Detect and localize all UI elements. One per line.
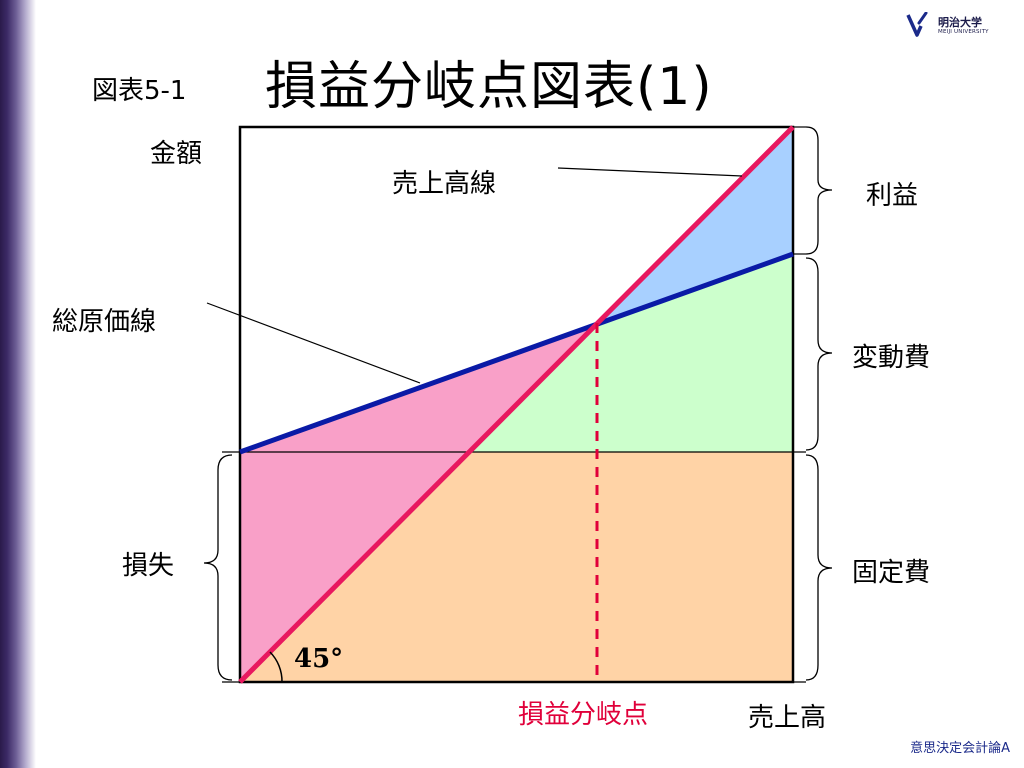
logo-mark-icon — [906, 12, 928, 37]
figure-number: 図表5-1 — [92, 76, 187, 106]
x-axis-label: 売上高 — [748, 703, 826, 733]
university-logo: 明治大学 MEIJI UNIVERSITY — [906, 12, 1002, 42]
total-cost-line — [239, 251, 794, 455]
variable-cost-label: 変動費 — [852, 343, 930, 373]
profit-label: 利益 — [866, 181, 918, 211]
angle-arc — [269, 651, 283, 683]
profit-brace — [805, 126, 833, 255]
fixed-cost-label: 固定費 — [852, 558, 930, 588]
logo-text-en: MEIJI UNIVERSITY — [938, 29, 989, 35]
course-name-footer: 意思決定会計論A — [910, 741, 1010, 756]
total-cost-line-label: 総原価線 — [52, 307, 156, 337]
total-cost-line-leader — [206, 302, 421, 384]
sales-line-label: 売上高線 — [392, 169, 496, 199]
breakeven-label: 損益分岐点 — [518, 700, 648, 730]
fixed-cost-brace — [805, 454, 833, 681]
page-title: 損益分岐点図表(1) — [265, 57, 713, 117]
loss-label: 損失 — [122, 551, 174, 581]
side-decoration-bar — [0, 0, 36, 768]
sales-line — [238, 125, 795, 684]
sales-line-leader — [557, 167, 743, 177]
loss-brace — [203, 454, 233, 681]
variable-cost-brace — [805, 257, 833, 451]
logo-text-jp: 明治大学 — [938, 16, 982, 29]
angle-label: 45° — [294, 644, 343, 674]
y-axis-label: 金額 — [150, 139, 202, 169]
variable-cost-region — [466, 254, 793, 452]
